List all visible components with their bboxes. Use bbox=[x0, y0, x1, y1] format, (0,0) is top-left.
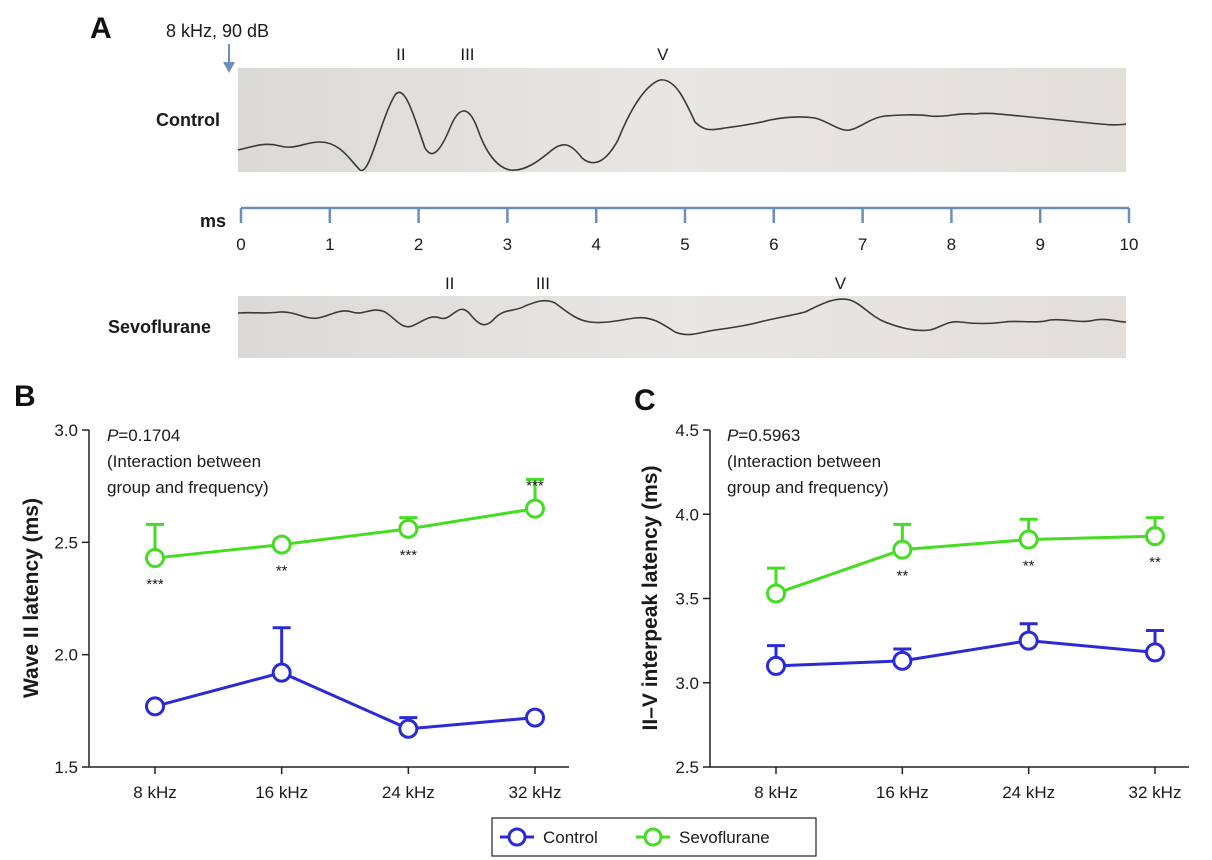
y-tick-label: 2.5 bbox=[54, 533, 78, 552]
legend: Control Sevoflurane bbox=[491, 817, 817, 857]
x-tick-label: 24 kHz bbox=[382, 783, 435, 802]
sevoflurane-data-point bbox=[271, 534, 292, 555]
y-tick-label: 3.0 bbox=[675, 674, 699, 693]
y-tick-label: 2.0 bbox=[54, 646, 78, 665]
sevoflurane-series-line bbox=[154, 507, 536, 560]
significance-label: *** bbox=[400, 547, 418, 564]
ms-tick-label: 10 bbox=[1120, 235, 1139, 254]
x-tick-label: 8 kHz bbox=[133, 783, 176, 802]
sevoflurane-trace bbox=[237, 298, 1127, 336]
sevoflurane-data-point bbox=[766, 583, 786, 604]
x-tick-label: 8 kHz bbox=[754, 783, 797, 802]
sevoflurane-peak-label: III bbox=[536, 274, 550, 293]
sevoflurane-data-point bbox=[398, 518, 419, 539]
y-tick-label: 3.5 bbox=[675, 590, 699, 609]
x-tick-label: 16 kHz bbox=[255, 783, 308, 802]
ms-tick-label: 8 bbox=[947, 235, 956, 254]
control-trace-label: Control bbox=[156, 110, 220, 130]
panel-c-ylabel: II–V interpeak latency (ms) bbox=[639, 466, 662, 731]
sevoflurane-series-line bbox=[775, 534, 1156, 595]
panel-c-letter: C bbox=[634, 384, 656, 417]
panel-b-annotation-line1: (Interaction between bbox=[107, 452, 261, 471]
sevoflurane-peak-label: V bbox=[835, 274, 847, 293]
significance-label: ** bbox=[1023, 558, 1035, 575]
ms-tick-label: 2 bbox=[414, 235, 423, 254]
ms-tick-label: 1 bbox=[325, 235, 334, 254]
panel-c-chart: 2.5 3.0 3.5 4.0 4.5 8 kHz 16 kHz 24 kHz 32 kHz **… bbox=[675, 421, 1189, 802]
panel-b-ylabel: Wave II latency (ms) bbox=[20, 498, 43, 698]
control-trace bbox=[237, 79, 1127, 171]
sevoflurane-data-point bbox=[1018, 529, 1039, 550]
ms-tick-label: 0 bbox=[236, 235, 245, 254]
panel-b-p-value: P=0.1704 bbox=[107, 426, 180, 445]
control-data-point bbox=[1018, 630, 1039, 651]
x-tick-label: 32 kHz bbox=[509, 783, 562, 802]
y-tick-label: 1.5 bbox=[54, 758, 78, 777]
ms-ruler: 0 1 2 3 4 5 6 7 8 9 10 bbox=[236, 206, 1139, 254]
stimulus-label: 8 kHz, 90 dB bbox=[166, 21, 269, 41]
sevoflurane-data-point bbox=[892, 539, 913, 560]
stimulus-arrow-icon bbox=[223, 44, 235, 73]
significance-label: *** bbox=[526, 478, 544, 495]
sevoflurane-data-point bbox=[1145, 526, 1165, 547]
y-tick-label: 2.5 bbox=[675, 758, 699, 777]
panel-c-p-value: P=0.5963 bbox=[727, 426, 800, 445]
sevoflurane-trace-label: Sevoflurane bbox=[108, 317, 211, 337]
control-series-line bbox=[775, 639, 1156, 668]
control-data-point bbox=[766, 655, 786, 676]
significance-label: ** bbox=[896, 568, 908, 585]
ms-tick-label: 3 bbox=[503, 235, 512, 254]
panel-a-letter: A bbox=[90, 12, 112, 45]
legend-control-label: Control bbox=[543, 828, 598, 847]
control-peak-label: V bbox=[657, 45, 669, 64]
control-data-point bbox=[271, 662, 292, 683]
legend-control-marker bbox=[507, 827, 527, 847]
x-tick-label: 16 kHz bbox=[876, 783, 929, 802]
ms-tick-label: 4 bbox=[591, 235, 600, 254]
control-data-point bbox=[398, 718, 419, 739]
legend-sevoflurane-marker bbox=[643, 827, 663, 847]
control-peak-label: II bbox=[396, 45, 405, 64]
ms-axis-label: ms bbox=[200, 211, 226, 231]
control-data-point bbox=[145, 696, 165, 717]
control-series-line bbox=[154, 671, 536, 731]
panel-b-letter: B bbox=[14, 380, 36, 413]
panel-c-annotation-line1: (Interaction between bbox=[727, 452, 881, 471]
control-data-point bbox=[525, 707, 545, 728]
y-tick-label: 4.5 bbox=[675, 421, 699, 440]
panel-c-annotation-line2: group and frequency) bbox=[727, 478, 889, 497]
x-tick-label: 32 kHz bbox=[1129, 783, 1182, 802]
sevoflurane-peak-label: II bbox=[445, 274, 454, 293]
sevoflurane-data-point bbox=[145, 548, 165, 569]
ms-tick-label: 9 bbox=[1035, 235, 1044, 254]
panel-b-annotation-line2: group and frequency) bbox=[107, 478, 269, 497]
panel-b: B Wave II latency (ms) 1.5 2.0 2.5 3.0 8 kHz… bbox=[14, 380, 569, 802]
significance-label: ** bbox=[276, 563, 288, 580]
ms-tick-label: 6 bbox=[769, 235, 778, 254]
control-data-point bbox=[1145, 642, 1165, 663]
ms-tick-label: 5 bbox=[680, 235, 689, 254]
significance-label: *** bbox=[146, 576, 164, 593]
control-peak-label: III bbox=[460, 45, 474, 64]
sevoflurane-trace-paper bbox=[238, 296, 1126, 358]
x-tick-label: 24 kHz bbox=[1002, 783, 1055, 802]
significance-label: ** bbox=[1149, 554, 1161, 571]
control-data-point bbox=[892, 650, 913, 671]
control-trace-paper bbox=[238, 68, 1126, 172]
panel-b-chart: 1.52.02.53.08 kHz 16 kHz 24 kHz 32 kHz*****… bbox=[54, 421, 569, 802]
sevoflurane-data-point bbox=[525, 498, 545, 519]
ms-tick-label: 7 bbox=[858, 235, 867, 254]
panel-c: C II–V interpeak latency (ms) 2.5 3.0 3.5 4… bbox=[634, 384, 1189, 802]
control-peak-labels: II III V bbox=[396, 45, 669, 64]
y-tick-label: 4.0 bbox=[675, 505, 699, 524]
y-tick-label: 3.0 bbox=[54, 421, 78, 440]
legend-sevoflurane-label: Sevoflurane bbox=[679, 828, 770, 847]
sevoflurane-peak-labels: II III V bbox=[445, 274, 847, 293]
